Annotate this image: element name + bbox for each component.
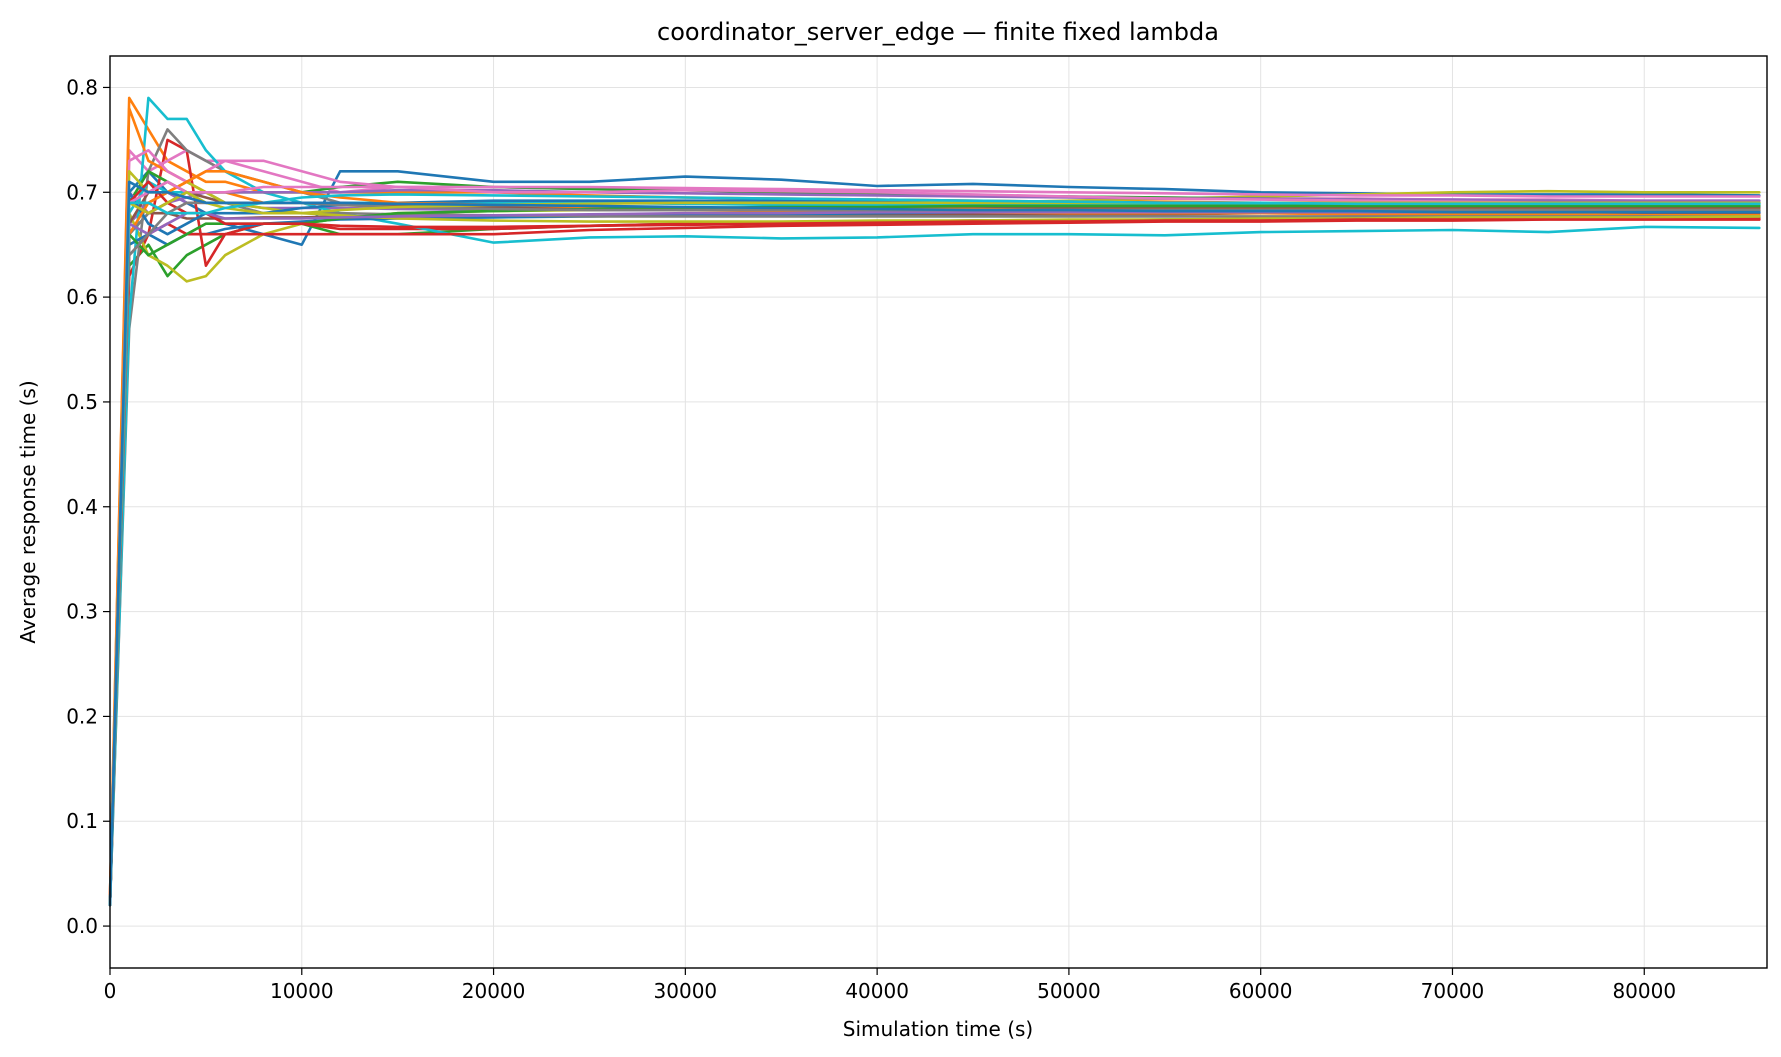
x-tick-label: 80000 xyxy=(1612,979,1676,1003)
x-axis-label: Simulation time (s) xyxy=(843,1017,1033,1041)
x-tick-label: 30000 xyxy=(654,979,718,1003)
y-axis-ticks: 0.0 0.1 0.2 0.3 0.4 0.5 0.6 0.7 0.8 xyxy=(66,75,110,938)
y-tick-label: 0.8 xyxy=(66,75,98,99)
x-tick-label: 60000 xyxy=(1229,979,1293,1003)
y-tick-label: 0.2 xyxy=(66,704,98,728)
x-tick-label: 70000 xyxy=(1421,979,1485,1003)
y-tick-label: 0.4 xyxy=(66,495,98,519)
series-line-29 xyxy=(108,193,1761,907)
x-tick-label: 20000 xyxy=(462,979,526,1003)
x-tick-label: 0 xyxy=(104,979,117,1003)
y-tick-label: 0.1 xyxy=(66,809,98,833)
chart-title: coordinator_server_edge — finite fixed l… xyxy=(657,18,1219,46)
y-tick-label: 0.3 xyxy=(66,600,98,624)
y-axis-label: Average response time (s) xyxy=(16,380,40,643)
y-tick-label: 0.6 xyxy=(66,285,98,309)
series-line-10 xyxy=(108,96,1761,907)
y-tick-label: 0.0 xyxy=(66,914,98,938)
y-tick-label: 0.5 xyxy=(66,390,98,414)
plot-frame xyxy=(109,55,1768,969)
x-tick-label: 50000 xyxy=(1037,979,1101,1003)
x-tick-label: 40000 xyxy=(845,979,909,1003)
x-axis-ticks: 0 10000 20000 30000 40000 50000 60000 70000 8000… xyxy=(104,968,1676,1003)
x-tick-label: 10000 xyxy=(270,979,334,1003)
y-tick-label: 0.7 xyxy=(66,180,98,204)
series-lines xyxy=(108,96,1761,907)
series-line-30 xyxy=(108,180,1761,907)
